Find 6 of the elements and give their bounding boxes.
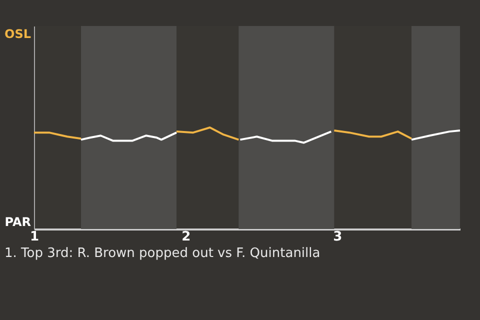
x-tick-label: 2: [182, 230, 191, 244]
x-tick-label: 3: [333, 230, 342, 244]
text: PAR: [4, 215, 31, 229]
x-tick-label: 1: [30, 230, 40, 244]
text: OSL: [4, 27, 32, 41]
text: 1. Top 3rd: R. Brown popped out vs F. Quintanilla: [4, 246, 320, 261]
